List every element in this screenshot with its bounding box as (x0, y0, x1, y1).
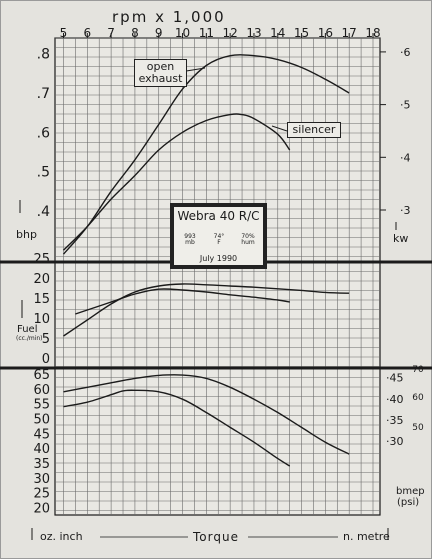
engine-title: Webra 40 R/C (177, 209, 260, 223)
power-open-exhaust-line (62, 54, 350, 255)
bhp-tick-label: .7 (37, 86, 50, 102)
torque-tick-label: 25 (33, 487, 50, 502)
nm-tick-label: ·45 (386, 372, 404, 385)
oz-inch-label: oz. inch (40, 530, 83, 543)
torque-tick-label: 45 (33, 427, 50, 442)
torque-tick-label: 55 (33, 398, 50, 413)
fuel-axis-label: Fuel (17, 324, 38, 335)
silencer-leader (271, 125, 288, 132)
torque-silencer-line (63, 389, 291, 467)
bhp-tick-label: .8 (37, 47, 50, 63)
humidity-unit: hum (241, 239, 255, 246)
nm-tick-label: ·35 (386, 414, 404, 427)
bmep-axis-label: bmep (396, 486, 425, 497)
temperature-value: 74° (213, 233, 225, 240)
humidity-value: 70% (241, 233, 255, 240)
bhp-tick-label: .5 (37, 165, 50, 181)
torque-tick-label: 60 (33, 383, 50, 398)
pressure-value: 993 (184, 233, 196, 240)
torque-label: Torque (193, 530, 239, 544)
temperature-unit: F (217, 239, 221, 246)
fuel-tick-label: 20 (33, 272, 50, 287)
nm-tick-label: ·30 (386, 435, 404, 448)
humidity-cell: 70% hum (234, 234, 262, 246)
n-metre-label: n. metre (343, 530, 390, 543)
kw-tick-label: ·3 (400, 204, 411, 217)
fuel-open-exhaust-line (63, 283, 350, 337)
pressure-cell: 993 mb (176, 234, 204, 246)
kw-tick-label: ·4 (400, 151, 411, 164)
test-conditions-box: Webra 40 R/C 993 mb 74° F 70% hum July 1… (170, 203, 267, 269)
fuel-tick-label: 25 (33, 252, 50, 267)
kw-tick-label: ·6 (400, 46, 411, 59)
test-date: July 1990 (199, 254, 238, 263)
fuel-tick-label: 0 (42, 352, 50, 367)
grid-panel-3 (54, 367, 381, 516)
torque-tick-label: 65 (33, 368, 50, 383)
panel-frame-3 (54, 367, 381, 516)
bhp-tick-label: .4 (37, 204, 50, 220)
fuel-tick-label: 5 (42, 332, 50, 347)
torque-tick-label: 40 (33, 442, 50, 457)
kw-axis-label: kw (393, 232, 409, 245)
fuel-tick-label: 10 (33, 312, 50, 327)
power-silencer-line (63, 113, 291, 251)
fuel-axis-unit: (cc./min) (16, 335, 43, 342)
temperature-cell: 74° F (205, 234, 233, 246)
torque-tick-label: 35 (33, 457, 50, 472)
fuel-silencer-line (75, 288, 290, 315)
bhp-tick-label: .6 (37, 125, 50, 141)
psi-tick-label: 70 (412, 365, 424, 375)
nm-tick-label: ·40 (386, 393, 404, 406)
open-exhaust-label-line2: exhaust (138, 72, 183, 85)
torque-tick-label: 30 (33, 472, 50, 487)
torque-open-exhaust-line (63, 374, 350, 455)
torque-tick-label: 20 (33, 502, 50, 517)
psi-tick-label: 50 (412, 423, 424, 433)
torque-tick-label: 50 (33, 412, 50, 427)
pressure-unit: mb (185, 239, 195, 246)
psi-axis-label: (psi) (397, 497, 420, 508)
grid-panel-2 (54, 261, 381, 369)
fuel-tick-label: 15 (33, 292, 50, 307)
open-exhaust-label: open exhaust (134, 59, 187, 87)
psi-tick-label: 60 (412, 393, 424, 403)
silencer-label: silencer (287, 122, 341, 138)
panel-frame-2 (54, 261, 381, 369)
bhp-axis-label: bhp (16, 228, 37, 241)
open-exhaust-label-line1: open (146, 60, 175, 73)
rpm-axis-title: rpm x 1,000 (112, 8, 226, 26)
kw-tick-label: ·5 (400, 99, 411, 112)
